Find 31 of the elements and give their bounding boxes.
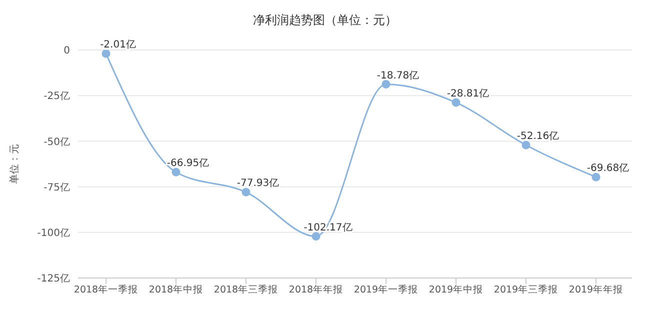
x-tick-label: 2018年一季报 (74, 284, 138, 296)
chart-title: 净利润趋势图（单位：元） (252, 12, 398, 29)
y-tick-label: -125亿 (37, 274, 70, 285)
point (312, 232, 320, 241)
point (172, 168, 180, 176)
data-label: -18.78亿 (376, 70, 420, 82)
data-label: -77.93亿 (236, 178, 280, 190)
x-tick-label: 2018年三季报 (214, 284, 278, 296)
point (102, 50, 110, 58)
point (592, 172, 600, 182)
x-tick-label: 2019年年报 (568, 284, 624, 296)
y-tick-label: -25亿 (44, 91, 70, 102)
data-label: -2.01亿 (100, 40, 136, 51)
point (382, 80, 390, 89)
point (452, 98, 460, 107)
data-label: -52.16亿 (516, 131, 560, 142)
x-tick-label: 2019年中报 (428, 284, 484, 296)
y-tick-label: -100亿 (37, 228, 70, 239)
point (522, 140, 530, 150)
y-tick-label: 0 (64, 46, 70, 57)
y-tick-label: -50亿 (44, 136, 70, 148)
x-tick-label: 2018年中报 (148, 284, 204, 296)
y-tick-label: -75亿 (44, 182, 70, 194)
data-label: -66.95亿 (166, 158, 210, 170)
data-label: -28.81亿 (446, 88, 490, 100)
y-axis-title: 单位：元 (8, 144, 21, 184)
x-tick-label: 2019年一季报 (354, 284, 418, 296)
data-label: -69.68亿 (586, 163, 630, 174)
x-tick-label: 2019年三季报 (494, 284, 558, 296)
x-tick-label: 2018年年报 (288, 284, 344, 296)
point (242, 188, 250, 196)
